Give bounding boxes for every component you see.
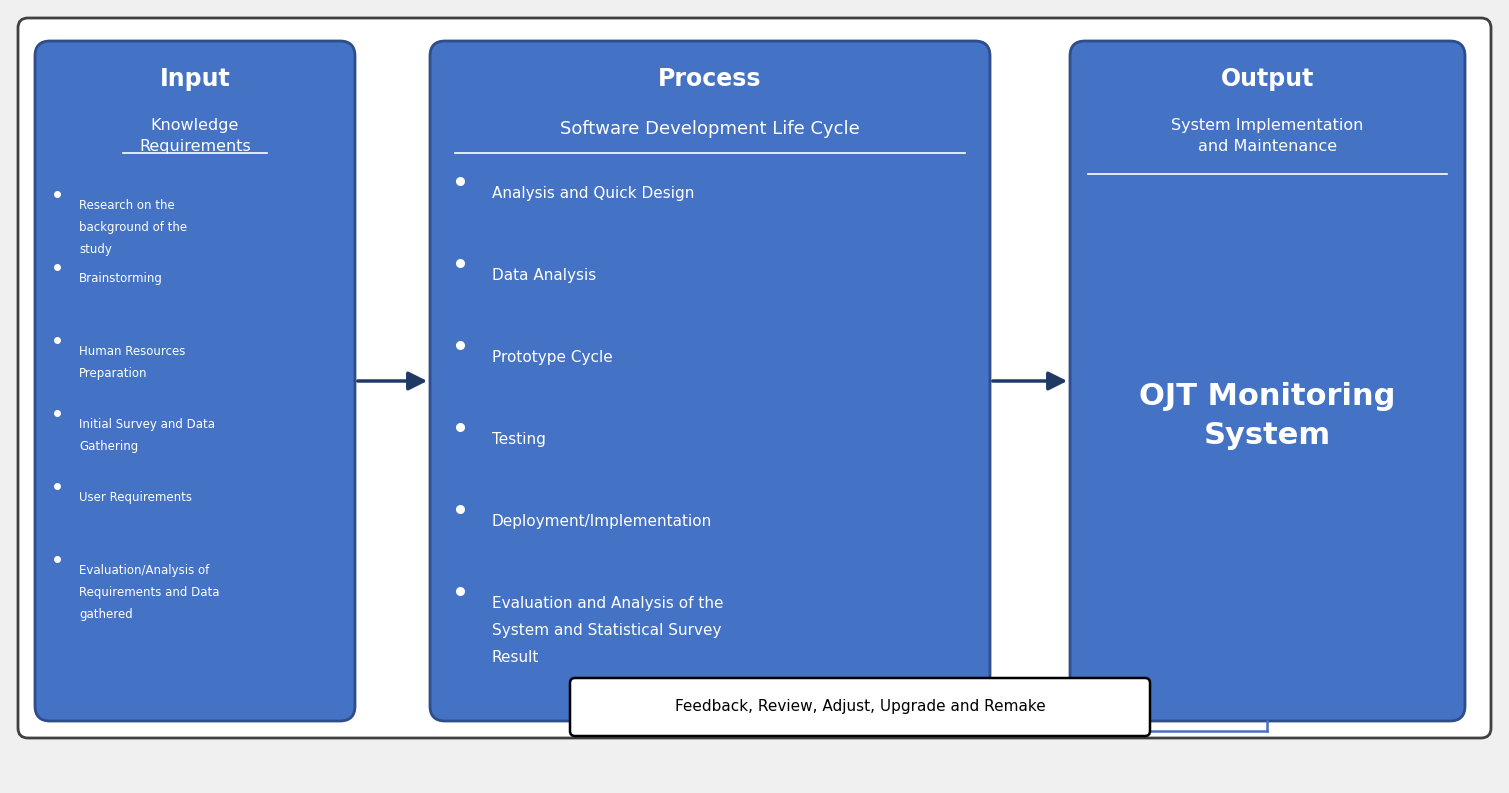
Text: gathered: gathered bbox=[78, 608, 133, 621]
Text: Output: Output bbox=[1221, 67, 1314, 91]
Text: OJT Monitoring
System: OJT Monitoring System bbox=[1139, 382, 1396, 450]
Text: Input: Input bbox=[160, 67, 231, 91]
Text: Feedback, Review, Adjust, Upgrade and Remake: Feedback, Review, Adjust, Upgrade and Re… bbox=[675, 699, 1046, 714]
Text: Gathering: Gathering bbox=[78, 440, 139, 453]
Text: Research on the: Research on the bbox=[78, 199, 175, 212]
FancyBboxPatch shape bbox=[35, 41, 355, 721]
Text: Evaluation/Analysis of: Evaluation/Analysis of bbox=[78, 564, 210, 577]
Text: Brainstorming: Brainstorming bbox=[78, 272, 163, 285]
Text: Initial Survey and Data: Initial Survey and Data bbox=[78, 418, 214, 431]
Text: Testing: Testing bbox=[492, 432, 546, 447]
Text: Deployment/Implementation: Deployment/Implementation bbox=[492, 514, 712, 529]
Text: Result: Result bbox=[492, 650, 539, 665]
FancyBboxPatch shape bbox=[430, 41, 990, 721]
Text: Software Development Life Cycle: Software Development Life Cycle bbox=[560, 120, 860, 138]
FancyBboxPatch shape bbox=[1070, 41, 1465, 721]
Text: System and Statistical Survey: System and Statistical Survey bbox=[492, 623, 721, 638]
Text: System Implementation
and Maintenance: System Implementation and Maintenance bbox=[1171, 118, 1364, 154]
Text: study: study bbox=[78, 243, 112, 256]
FancyBboxPatch shape bbox=[570, 678, 1150, 736]
Text: Requirements and Data: Requirements and Data bbox=[78, 586, 219, 599]
Text: Process: Process bbox=[658, 67, 762, 91]
Text: Prototype Cycle: Prototype Cycle bbox=[492, 350, 613, 365]
Text: Analysis and Quick Design: Analysis and Quick Design bbox=[492, 186, 694, 201]
Text: Evaluation and Analysis of the: Evaluation and Analysis of the bbox=[492, 596, 723, 611]
Text: Data Analysis: Data Analysis bbox=[492, 268, 596, 283]
Text: Knowledge
Requirements: Knowledge Requirements bbox=[139, 118, 250, 154]
Text: User Requirements: User Requirements bbox=[78, 491, 192, 504]
FancyBboxPatch shape bbox=[18, 18, 1491, 738]
Text: Human Resources: Human Resources bbox=[78, 345, 186, 358]
Text: Preparation: Preparation bbox=[78, 367, 148, 380]
Text: background of the: background of the bbox=[78, 221, 187, 234]
